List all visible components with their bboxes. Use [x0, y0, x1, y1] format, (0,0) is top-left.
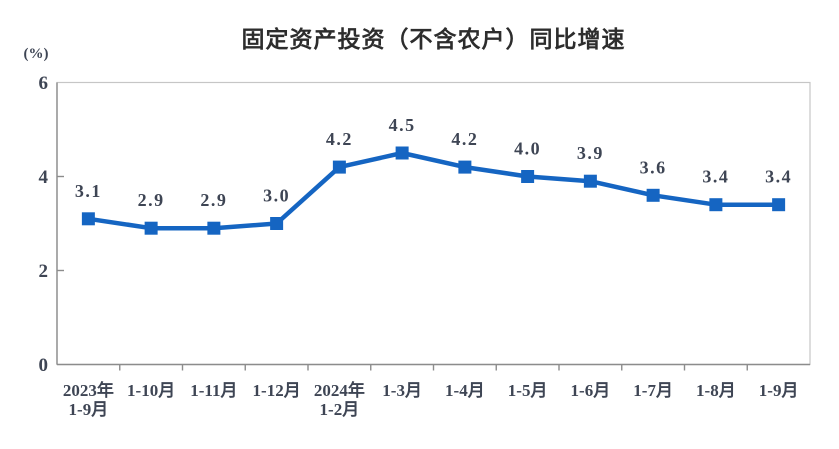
plot-border: [56, 81, 811, 366]
y-axis-unit-label: (%): [24, 46, 49, 62]
x-tick-label-line: 1-10月: [127, 381, 175, 400]
data-point: [646, 188, 660, 202]
chart-title: 固定资产投资（不含农户）同比增速: [241, 26, 626, 52]
x-tick-label: 1-11月: [190, 381, 237, 400]
data-point: [144, 221, 158, 235]
x-tick-label-line: 1-4月: [445, 381, 485, 400]
x-tick-label: 1-12月: [253, 381, 301, 400]
x-tick-label: 1-4月: [445, 381, 485, 400]
y-tick-label: 2: [39, 261, 49, 282]
x-tick-label-line: 1-7月: [633, 381, 673, 400]
data-point-label: 3.0: [263, 186, 290, 206]
x-tick-label: 2024年 1-2月: [314, 380, 365, 419]
x-tick-label-line: 1-3月: [382, 381, 422, 400]
x-tick-label-line: 1-11月: [190, 381, 237, 400]
x-tick-label: 2023年 1-9月: [63, 380, 114, 419]
data-point: [709, 198, 723, 212]
data-point: [332, 160, 346, 174]
x-tick-label-line: 1-12月: [253, 381, 301, 400]
x-tick-label: 1-3月: [382, 381, 422, 400]
x-tick-label-line: 1-9月: [69, 400, 109, 419]
data-point-label: 3.4: [702, 167, 729, 187]
data-point-label: 4.5: [389, 115, 416, 135]
y-tick-label: 0: [39, 355, 49, 376]
data-point: [270, 217, 284, 230]
y-tick-label: 4: [39, 167, 49, 188]
x-tick-label: 1-6月: [571, 381, 611, 400]
x-tick-label: 1-9月: [759, 381, 799, 400]
data-point: [395, 146, 409, 160]
data-point-label: 3.9: [577, 143, 604, 163]
x-tick-label: 1-8月: [696, 381, 736, 400]
y-tick-label: 6: [39, 73, 49, 94]
data-point-label: 4.2: [326, 129, 353, 149]
data-point: [521, 170, 535, 183]
data-point-label: 4.2: [451, 129, 478, 149]
x-tick-label-line: 1-6月: [571, 381, 611, 400]
x-tick-label-line: 1-2月: [320, 400, 360, 419]
x-tick-label-line: 1-9月: [759, 381, 799, 400]
data-point-label: 2.9: [138, 190, 165, 210]
data-point: [207, 221, 221, 235]
x-tick-label-line: 1-5月: [508, 381, 548, 400]
data-point-label: 3.4: [765, 167, 792, 187]
data-point: [583, 174, 597, 188]
data-point-label: 4.0: [514, 139, 541, 159]
data-point-label: 2.9: [200, 190, 227, 210]
data-point: [772, 198, 786, 212]
x-tick-label: 1-5月: [508, 381, 548, 400]
data-point-label: 3.1: [75, 181, 102, 201]
x-tick-label: 1-7月: [633, 381, 673, 400]
data-point-label: 3.6: [640, 157, 667, 177]
data-line: [88, 150, 779, 231]
data-point: [458, 160, 472, 174]
x-tick-label-line: 2023年: [63, 380, 114, 400]
data-point: [81, 212, 95, 226]
x-tick-label-line: 1-8月: [696, 381, 736, 400]
x-tick-label: 1-10月: [127, 381, 175, 400]
x-tick-label-line: 2024年: [314, 380, 365, 400]
